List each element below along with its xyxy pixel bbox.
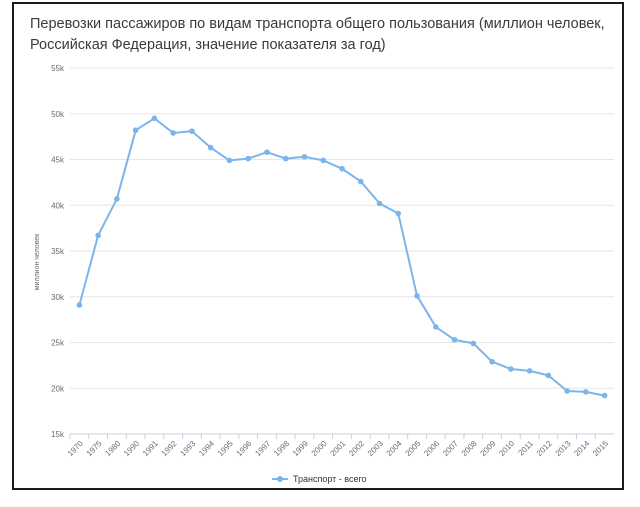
data-point[interactable]	[470, 340, 477, 347]
x-tick-label: 2008	[460, 439, 479, 458]
data-point[interactable]	[170, 130, 176, 136]
x-tick-label: 1999	[291, 439, 310, 458]
y-tick-label: 50k	[51, 110, 65, 119]
x-tick-label: 1996	[235, 439, 254, 458]
data-point[interactable]	[76, 302, 83, 308]
y-tick-label: 35k	[51, 247, 65, 256]
x-tick-label: 2012	[535, 439, 554, 458]
data-point[interactable]	[451, 336, 458, 343]
data-point[interactable]	[376, 200, 383, 207]
chart-title: Перевозки пассажиров по видам транспорта…	[30, 16, 605, 53]
series-group	[76, 115, 608, 399]
y-tick-label: 30k	[51, 293, 65, 302]
x-tick-label: 1998	[272, 439, 291, 458]
x-tick-label: 1993	[178, 439, 197, 458]
data-point[interactable]	[357, 178, 364, 185]
data-point[interactable]	[601, 392, 608, 399]
y-tick-label: 55k	[51, 64, 65, 73]
x-tick-label: 2000	[310, 439, 329, 458]
legend-label: Транспорт - всего	[293, 474, 367, 484]
data-point[interactable]	[207, 144, 214, 151]
x-tick-label: 1970	[66, 439, 85, 458]
data-point[interactable]	[564, 388, 570, 394]
x-tick-label: 2005	[404, 439, 423, 458]
y-tick-label: 40k	[51, 201, 65, 210]
data-point[interactable]	[114, 196, 120, 202]
data-point[interactable]	[282, 155, 289, 162]
x-tick-label: 1994	[197, 439, 216, 458]
x-tick-label: 2010	[497, 439, 516, 458]
y-tick-label: 15k	[51, 430, 65, 439]
x-tick-label: 1991	[141, 439, 160, 458]
data-point[interactable]	[414, 293, 420, 299]
data-point[interactable]	[132, 127, 139, 134]
grid-lines	[70, 67, 614, 435]
x-tick-label: 2001	[328, 439, 347, 458]
data-point[interactable]	[301, 153, 308, 160]
x-tick-label: 1980	[103, 439, 122, 458]
x-tick-label: 2009	[479, 439, 498, 458]
y-axis-label: миллион человек	[34, 233, 41, 290]
data-point[interactable]	[508, 366, 514, 372]
data-point[interactable]	[151, 115, 158, 122]
data-point[interactable]	[432, 324, 439, 330]
data-point[interactable]	[526, 368, 533, 374]
x-tick-label: 2014	[572, 439, 591, 458]
data-point[interactable]	[189, 128, 195, 134]
x-tick-label: 2013	[554, 439, 573, 458]
x-tick-label: 1990	[122, 439, 141, 458]
x-tick-label: 2006	[422, 439, 441, 458]
y-tick-label: 20k	[51, 384, 65, 393]
data-point[interactable]	[489, 358, 495, 365]
x-tick-label: 2011	[516, 439, 535, 458]
x-tick-label: 2015	[591, 439, 610, 458]
data-point[interactable]	[583, 389, 589, 395]
x-tick-label: 2007	[441, 439, 460, 458]
y-tick-label: 45k	[51, 156, 65, 165]
data-point[interactable]	[226, 157, 233, 164]
y-tick-label: 25k	[51, 339, 65, 348]
x-tick-label: 1992	[160, 439, 179, 458]
data-point[interactable]	[545, 372, 552, 379]
chart-frame: Перевозки пассажиров по видам транспорта…	[12, 2, 624, 490]
legend[interactable]: Транспорт - всего	[272, 474, 367, 484]
x-tick-label: 1975	[85, 439, 104, 458]
x-tick-label: 1997	[253, 439, 272, 458]
data-point[interactable]	[395, 210, 402, 217]
x-tick-label: 2004	[385, 439, 404, 458]
data-point[interactable]	[264, 149, 270, 155]
x-tick-label: 2002	[347, 439, 366, 458]
y-axis-ticks: 15k 20k 25k 30k 35k 40k 45k 50k 55k	[51, 64, 65, 439]
legend-marker	[277, 476, 283, 482]
data-point[interactable]	[320, 157, 327, 164]
data-point[interactable]	[245, 155, 252, 162]
data-point[interactable]	[339, 165, 345, 172]
data-point[interactable]	[95, 232, 101, 239]
x-tick-label: 1995	[216, 439, 235, 458]
x-axis-ticks: 1970 1975 1980 1990 1991 1992 1993 1994 1995 1996…	[66, 434, 610, 458]
x-tick-label: 2003	[366, 439, 385, 458]
line-chart: 15k 20k 25k 30k 35k 40k 45k 50k 55k миллион чело…	[34, 64, 614, 484]
